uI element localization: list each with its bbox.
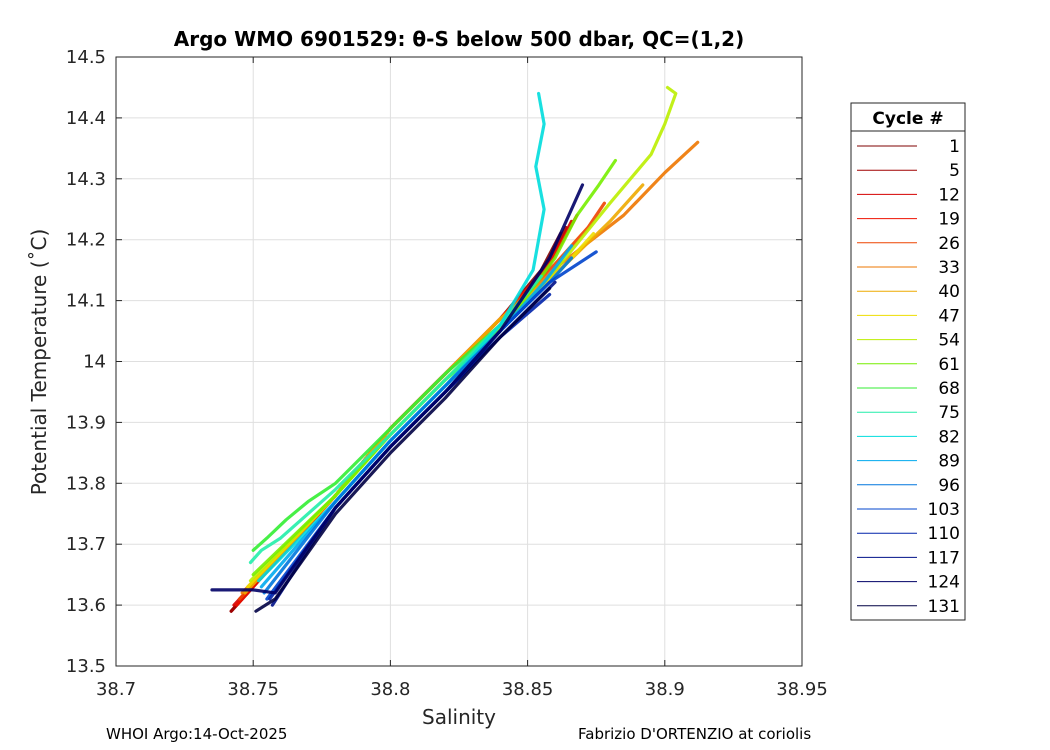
series-line-cycle-131 — [254, 286, 552, 613]
y-tick-label: 13.6 — [66, 595, 106, 616]
legend-box — [850, 102, 966, 621]
data-series — [210, 85, 700, 613]
y-tick-label: 13.9 — [66, 412, 106, 433]
legend-label-cycle-61: 61 — [938, 355, 960, 375]
x-tick-label: 38.95 — [776, 679, 828, 700]
footer-credit-right: Fabrizio D'ORTENZIO at coriolis — [578, 725, 812, 743]
x-tick-label: 38.8 — [370, 679, 410, 700]
y-tick-label: 14.1 — [66, 291, 106, 312]
footer-credit-left: WHOI Argo:14-Oct-2025 — [106, 725, 288, 743]
legend-label-cycle-89: 89 — [938, 452, 960, 472]
y-axis-label: Potential Temperature (˚C) — [27, 229, 51, 496]
legend-label-cycle-124: 124 — [928, 573, 960, 593]
legend: Cycle # 15121926334047546168758289961031… — [850, 102, 966, 621]
series-line-cycle-103 — [265, 250, 598, 601]
y-tick-label: 14.2 — [66, 230, 106, 251]
chart-title: Argo WMO 6901529: θ-S below 500 dbar, QC… — [174, 27, 744, 51]
legend-label-cycle-103: 103 — [928, 500, 960, 520]
y-tick-label: 14.5 — [66, 47, 106, 68]
series-line-cycle-110 — [268, 292, 552, 601]
x-axis-label: Salinity — [422, 705, 496, 729]
legend-label-cycle-54: 54 — [938, 331, 960, 351]
series-line-cycle-75 — [248, 274, 543, 565]
legend-label-cycle-96: 96 — [938, 476, 960, 496]
x-tick-label: 38.9 — [645, 679, 685, 700]
y-tick-label: 14.3 — [66, 169, 106, 190]
legend-label-cycle-5: 5 — [949, 161, 960, 181]
y-tick-label: 13.7 — [66, 534, 106, 555]
x-tick-label: 38.85 — [502, 679, 554, 700]
series-line-cycle-68 — [251, 323, 502, 552]
legend-label-cycle-75: 75 — [938, 403, 960, 423]
legend-entries: 1 5 12 19 26 33 40 47 54 61 68 75 82 89 96 103 110 117 124… — [857, 137, 960, 617]
series-line-cycle-124 — [210, 183, 585, 595]
ticks: 38.7 38.75 38.8 38.85 38.9 38.95 13.5 13.6 13.7 1… — [66, 47, 828, 700]
legend-title: Cycle # — [872, 109, 943, 129]
x-tick-label: 38.7 — [96, 679, 136, 700]
legend-label-cycle-12: 12 — [938, 185, 960, 205]
legend-label-cycle-19: 19 — [938, 210, 960, 230]
y-tick-label: 13.8 — [66, 473, 106, 494]
legend-label-cycle-1: 1 — [949, 137, 960, 157]
x-tick-label: 38.75 — [227, 679, 279, 700]
legend-label-cycle-47: 47 — [938, 306, 960, 326]
legend-label-cycle-68: 68 — [938, 379, 960, 399]
legend-label-cycle-33: 33 — [938, 258, 960, 278]
y-tick-label: 14 — [83, 352, 106, 373]
series-line-cycle-117 — [270, 280, 557, 607]
legend-label-cycle-26: 26 — [938, 234, 960, 254]
y-tick-label: 13.5 — [66, 656, 106, 677]
legend-label-cycle-110: 110 — [928, 524, 960, 544]
legend-label-cycle-82: 82 — [938, 427, 960, 447]
y-tick-label: 14.4 — [66, 108, 106, 129]
legend-label-cycle-131: 131 — [928, 597, 960, 617]
legend-label-cycle-117: 117 — [928, 548, 960, 568]
legend-label-cycle-40: 40 — [938, 282, 960, 302]
grid — [116, 57, 802, 666]
